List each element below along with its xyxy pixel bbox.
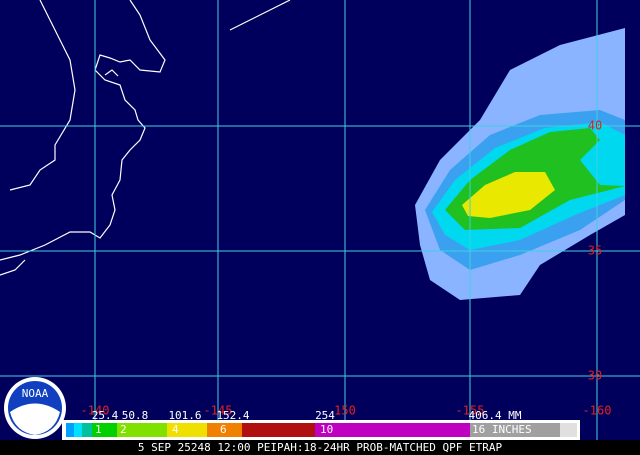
graticule bbox=[0, 0, 640, 440]
legend-inch-label: 10 bbox=[320, 423, 333, 436]
legend-mm-label: 152.4 bbox=[216, 409, 249, 422]
legend-inches: 1 2 4 6 10 16 INCHES bbox=[95, 423, 532, 436]
latitude-label: 35 bbox=[588, 244, 602, 258]
longitude-label: -140 bbox=[81, 404, 110, 418]
legend-inch-label: 16 INCHES bbox=[472, 423, 532, 436]
longitude-labels: -140 -145 150 -155 -160 bbox=[81, 404, 612, 418]
legend-inch-label: 1 bbox=[95, 423, 102, 436]
legend-inch-label: 6 bbox=[220, 423, 227, 436]
precip-field bbox=[415, 28, 625, 300]
legend-inch-label: 2 bbox=[120, 423, 127, 436]
longitude-label: -145 bbox=[204, 404, 233, 418]
coastline bbox=[0, 0, 291, 276]
latitude-label: 40 bbox=[588, 119, 602, 133]
footer: 5 SEP 25248 12:00 PEIPAH:18-24HR PROB-MA… bbox=[138, 441, 503, 454]
latitude-label: 30 bbox=[588, 369, 602, 383]
legend-mm-label: 101.6 bbox=[168, 409, 201, 422]
legend-mm-label: 254 bbox=[315, 409, 335, 422]
legend-inch-label: 4 bbox=[172, 423, 179, 436]
latitude-labels: 40 35 30 bbox=[588, 119, 602, 383]
longitude-label: -155 bbox=[456, 404, 485, 418]
colorbar bbox=[66, 423, 577, 437]
longitude-label: 150 bbox=[334, 404, 356, 418]
legend-mm-label: 50.8 bbox=[122, 409, 149, 422]
legend-mm-label: 25.4 bbox=[92, 409, 119, 422]
legend-mm-label: 406.4 MM bbox=[469, 409, 522, 422]
longitude-label: -160 bbox=[583, 404, 612, 418]
noaa-logo: NOAA bbox=[4, 377, 66, 439]
legend-mm: 25.4 50.8 101.6 152.4 254 406.4 MM bbox=[92, 409, 522, 422]
logo-text: NOAA bbox=[22, 387, 49, 400]
